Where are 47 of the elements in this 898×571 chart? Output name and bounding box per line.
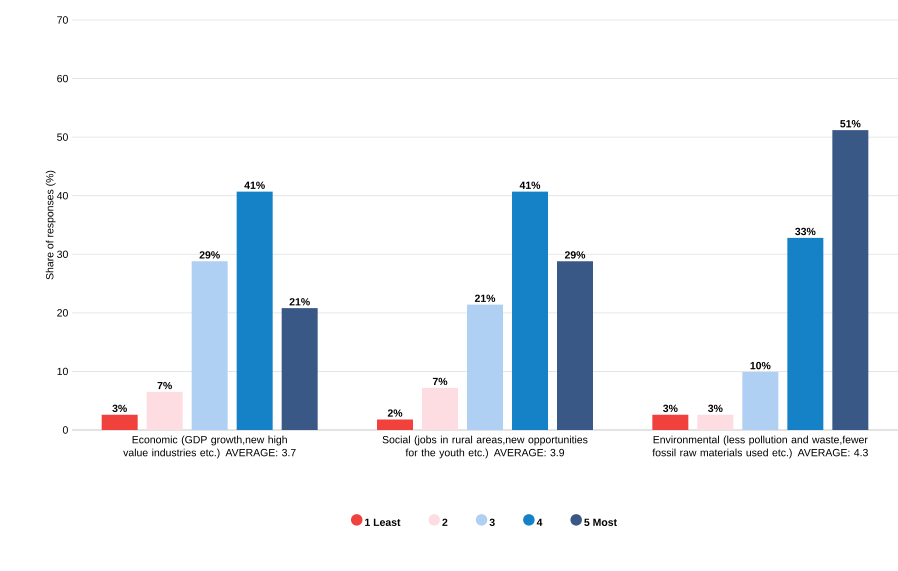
legend-label: 4 — [536, 518, 542, 526]
y-tick-label: 40 — [56, 192, 68, 200]
bar — [282, 308, 318, 430]
data-label: 2% — [388, 409, 402, 417]
data-label: 21% — [290, 298, 310, 306]
x-tick-label: Economic (GDP growth,new high value industries etc.) AVERAGE: 3.7 — [123, 436, 296, 458]
data-label: 7% — [432, 378, 448, 386]
bar — [146, 392, 183, 430]
data-label: 3% — [708, 404, 723, 412]
legend-label: 2 — [442, 518, 448, 526]
bar — [512, 192, 548, 430]
data-label: 3% — [112, 404, 127, 412]
bar — [697, 414, 734, 430]
bar — [102, 414, 138, 430]
y-tick-label: 50 — [57, 133, 68, 141]
data-label: 21% — [474, 294, 496, 302]
data-label: 29% — [200, 251, 220, 259]
data-label: 3% — [663, 404, 678, 412]
data-label: 10% — [750, 362, 771, 370]
bar — [742, 372, 778, 430]
bar — [377, 419, 414, 430]
data-label: 41% — [520, 182, 540, 189]
y-tick-label: 60 — [57, 74, 68, 82]
y-tick-label: 10 — [57, 368, 68, 376]
bar — [557, 261, 594, 430]
bar — [236, 192, 273, 430]
y-axis-title: Share of responses (%) — [46, 170, 56, 280]
legend-label: 1 Least — [365, 518, 400, 526]
data-label: 29% — [564, 251, 586, 259]
legend-label: 5 Most — [584, 518, 617, 526]
bar — [787, 238, 824, 430]
bar — [192, 261, 228, 430]
x-tick-label: Social (jobs in rural areas,new opportunities for the youth etc.) AVERAGE: 3.9 — [382, 436, 588, 458]
x-tick-label: Environmental (less pollution and waste,fewer fossil raw materials used etc.) AVERAGE: 4.3 — [652, 436, 868, 458]
bar — [467, 304, 504, 430]
legend-label: 3 — [490, 518, 495, 526]
y-tick-label: 0 — [62, 426, 68, 434]
data-label: 41% — [244, 182, 265, 189]
y-tick-label: 20 — [57, 309, 68, 317]
data-label: 51% — [840, 120, 861, 128]
bar — [652, 414, 688, 430]
data-label: 33% — [795, 228, 816, 236]
y-tick-label: 70 — [57, 16, 68, 24]
bar — [422, 388, 458, 430]
bar — [832, 130, 868, 430]
y-tick-label: 30 — [57, 250, 68, 258]
data-label: 7% — [158, 382, 172, 390]
